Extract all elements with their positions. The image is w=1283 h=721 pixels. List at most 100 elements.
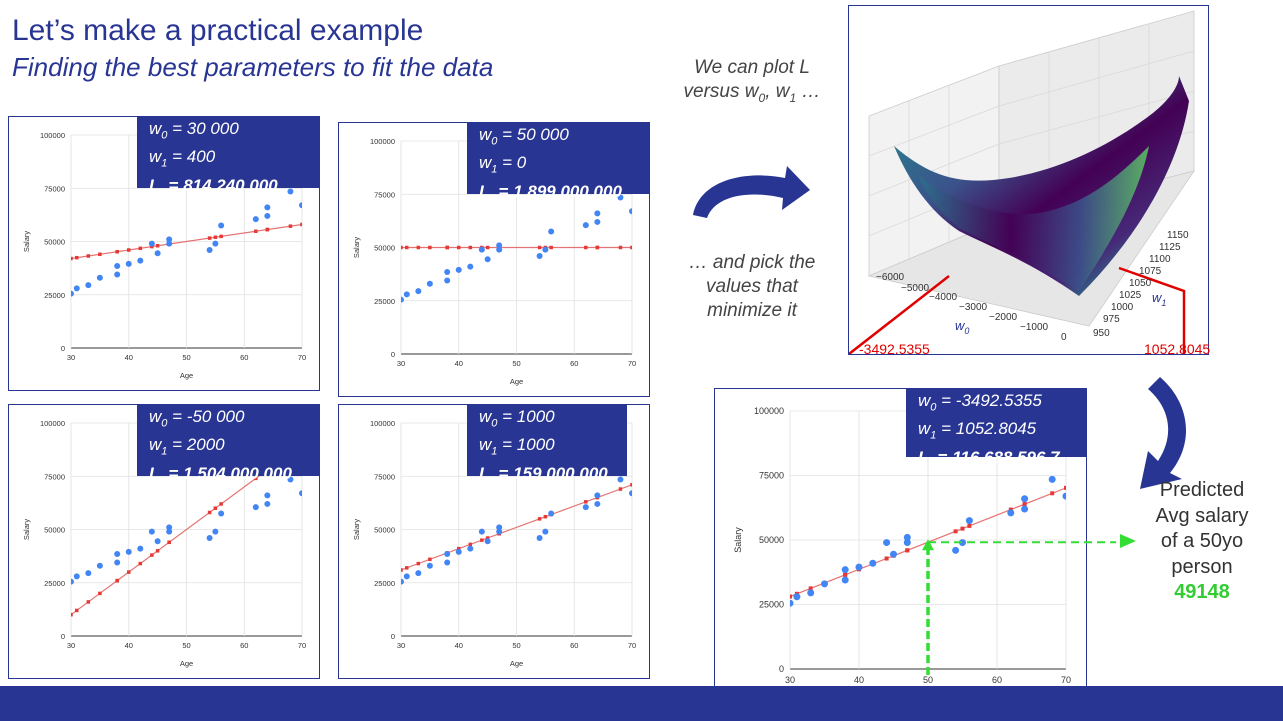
data-point (496, 528, 503, 535)
data-point (264, 204, 271, 211)
page-subtitle: Finding the best parameters to fit the d… (12, 52, 494, 82)
surface-x-tick: −6000 (876, 272, 905, 283)
loss-value: 1 899 000 000 (513, 181, 622, 201)
fit-marker (300, 222, 302, 227)
data-point (125, 548, 132, 555)
data-point (965, 517, 973, 525)
data-point (252, 216, 259, 223)
data-point (1062, 492, 1066, 500)
surface-y-tick: 975 (1103, 314, 1120, 325)
plot-L: L (799, 57, 810, 78)
surface-x-tick: −4000 (929, 292, 958, 303)
data-point (455, 266, 462, 273)
fit-marker (790, 594, 792, 599)
data-point (71, 290, 74, 297)
x-tick-label: 70 (628, 641, 636, 650)
data-point (148, 528, 155, 535)
data-point (73, 573, 80, 580)
x-tick-label: 50 (923, 675, 933, 685)
data-point (401, 296, 404, 303)
data-point (548, 510, 555, 517)
fit-marker (445, 245, 449, 250)
predicted-value: 49148 (1174, 581, 1230, 603)
x-tick-label: 60 (240, 353, 248, 362)
fit-marker (457, 546, 461, 551)
fit-marker (1050, 491, 1055, 496)
fit-marker (98, 252, 102, 257)
data-point (212, 528, 219, 535)
x-tick-label: 40 (455, 641, 463, 650)
data-point (166, 528, 173, 535)
fit-marker (584, 245, 588, 250)
data-point (166, 240, 173, 247)
surface-x-tick: −1000 (1020, 322, 1049, 333)
x-tick-label: 40 (854, 675, 864, 685)
surface-y-tick: 1000 (1111, 302, 1134, 313)
loss-value: 159 000 000 (513, 463, 608, 483)
data-point (1021, 505, 1029, 513)
x-tick-label: 50 (512, 359, 520, 368)
x-tick-label: 70 (298, 353, 306, 362)
surface-y-tick: 1150 (1167, 230, 1189, 241)
fit-marker (537, 517, 542, 521)
data-point (855, 563, 863, 571)
data-point (542, 246, 549, 253)
fit-marker (960, 526, 965, 531)
x-tick-label: 60 (992, 675, 1002, 685)
y-tick-label: 100000 (370, 137, 395, 146)
data-point (629, 208, 632, 215)
data-point (114, 262, 121, 269)
w0-value: 50 000 (516, 125, 569, 144)
x-tick-label: 40 (125, 353, 133, 362)
plot-area (401, 476, 632, 585)
x-tick-label: 60 (240, 641, 248, 650)
w0-value: -3492.5355 (955, 391, 1042, 410)
y-tick-label: 75000 (44, 184, 65, 193)
w1-value: 0 (516, 153, 527, 173)
fit-marker (1022, 502, 1027, 507)
data-point (415, 288, 422, 295)
data-point (85, 570, 92, 577)
x-tick-label: 30 (397, 641, 405, 650)
data-point (264, 492, 271, 499)
w1-subscript: 1 (789, 90, 797, 105)
fit-marker (618, 487, 623, 491)
w1-value: 400 (186, 147, 216, 167)
y-axis-label: Salary (22, 231, 31, 253)
surface-y-ticks: 1150 1125 1100 1075 1050 1025 1000 975 9… (1093, 230, 1189, 339)
surface-x-ticks: −6000 −5000 −4000 −3000 −2000 −1000 0 (876, 272, 1067, 343)
data-point (548, 228, 555, 235)
data-point (287, 476, 294, 483)
data-point (403, 573, 410, 580)
data-point (793, 593, 801, 601)
data-point (594, 500, 601, 507)
surface-y-tick: 1125 (1159, 242, 1181, 253)
fit-marker (115, 249, 119, 254)
fit-marker (75, 608, 79, 613)
data-point (166, 524, 173, 531)
fit-marker (967, 523, 972, 528)
x-tick-label: 40 (455, 359, 463, 368)
x-tick-label: 60 (570, 641, 578, 650)
prediction-arrow-up (922, 539, 934, 551)
loss-label: L = (918, 447, 953, 467)
data-point (496, 242, 503, 249)
w1-value: 2000 (186, 435, 225, 455)
data-point (96, 562, 103, 569)
data-point (455, 548, 462, 555)
fit-marker (254, 476, 258, 481)
fit-marker (549, 245, 553, 250)
data-point (73, 285, 80, 292)
fit-marker (207, 510, 212, 515)
x-tick-label: 70 (298, 641, 306, 650)
fit-marker (288, 224, 293, 228)
data-point (264, 212, 271, 219)
data-point (218, 510, 225, 517)
data-point (166, 236, 173, 243)
y-tick-label: 25000 (374, 297, 395, 306)
w1-label: w1 = (149, 435, 187, 458)
data-point (617, 194, 624, 201)
loss-surface-shade (919, 146, 1149, 291)
data-point (114, 550, 121, 557)
params-box-1: w0 = 30 000 w1 = 400 L = 814 240 000 (137, 117, 319, 195)
